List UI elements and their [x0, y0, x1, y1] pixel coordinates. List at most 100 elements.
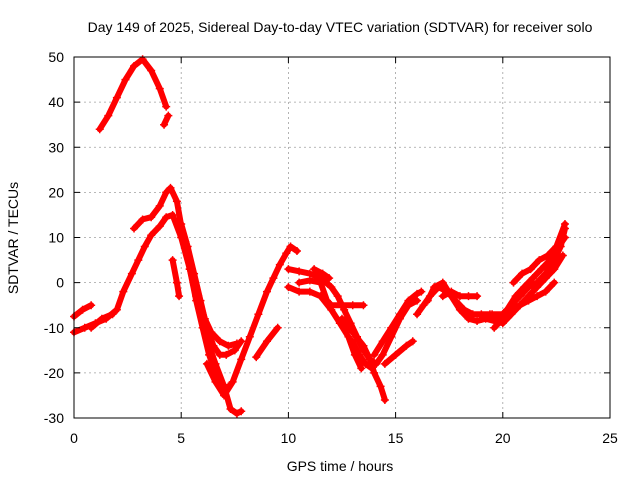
data-point — [78, 305, 87, 314]
data-point — [205, 350, 214, 359]
data-point — [338, 301, 346, 310]
data-point — [97, 314, 106, 323]
data-point — [155, 201, 164, 210]
data-point — [438, 292, 447, 301]
data-point — [541, 269, 550, 278]
data-point — [376, 382, 385, 391]
data-point — [162, 102, 171, 111]
data-point — [528, 274, 537, 283]
data-point — [325, 274, 334, 283]
series-trace — [381, 338, 416, 367]
data-point — [413, 310, 422, 319]
data-point — [357, 364, 366, 373]
series-arc-10 — [202, 242, 301, 400]
data-point — [262, 337, 271, 346]
data-point — [138, 215, 147, 224]
data-point — [370, 350, 379, 359]
data-point — [166, 183, 175, 192]
data-point — [207, 328, 216, 337]
series-trace — [169, 257, 183, 300]
data-point — [177, 219, 186, 228]
data-point — [284, 283, 293, 292]
data-point — [162, 188, 171, 197]
data-point — [202, 359, 211, 368]
data-point — [541, 287, 550, 296]
data-point — [87, 323, 96, 332]
data-point — [526, 265, 535, 274]
series-arc-25 — [509, 219, 569, 287]
data-point — [155, 222, 164, 231]
data-point — [537, 265, 546, 274]
data-point — [228, 377, 237, 386]
y-axis-label: SDTVAR / TECUs — [5, 182, 21, 294]
series-arc-1 — [95, 55, 171, 134]
data-point — [558, 251, 567, 260]
series-arc-16 — [338, 314, 389, 404]
data-point — [232, 409, 241, 418]
data-point — [175, 292, 184, 301]
grid — [74, 57, 610, 418]
data-point — [464, 292, 473, 301]
data-point — [378, 337, 387, 346]
data-point — [220, 391, 229, 400]
data-point — [181, 238, 190, 247]
series-arc-7 — [168, 256, 184, 301]
data-point — [147, 66, 156, 75]
data-point — [423, 296, 432, 305]
data-point — [168, 210, 177, 219]
data-point — [378, 350, 387, 359]
x-tick-label: 5 — [177, 430, 185, 446]
data-point — [140, 242, 149, 251]
data-point — [318, 269, 327, 278]
series-arc-9 — [181, 238, 241, 350]
data-point — [237, 407, 246, 416]
data-point — [168, 256, 177, 265]
data-point — [552, 242, 561, 251]
series-arc-18 — [370, 287, 426, 359]
data-point — [162, 213, 171, 222]
data-point — [305, 269, 314, 278]
y-tick-label: 20 — [48, 184, 64, 200]
data-point — [172, 278, 181, 287]
data-point — [535, 256, 544, 265]
series-trace — [96, 56, 170, 133]
data-point — [104, 111, 113, 120]
data-point — [348, 301, 357, 310]
data-point — [413, 289, 422, 298]
data-point — [359, 301, 368, 310]
series-arc-5 — [87, 310, 117, 332]
data-point — [430, 283, 439, 292]
data-point — [282, 249, 291, 258]
chart-title: Day 149 of 2025, Sidereal Day-to-day VTE… — [88, 19, 593, 35]
data-point — [402, 341, 411, 350]
data-point — [269, 274, 278, 283]
data-point — [455, 305, 464, 314]
data-point — [172, 197, 181, 206]
data-point — [533, 278, 542, 287]
data-point — [380, 395, 389, 404]
data-point — [507, 305, 516, 314]
data-point — [447, 287, 456, 296]
data-point — [147, 231, 156, 240]
y-tick-label: 0 — [56, 275, 64, 291]
data-point — [533, 292, 542, 301]
data-point — [292, 247, 301, 256]
data-point — [112, 93, 121, 102]
data-point — [305, 276, 314, 285]
data-point — [194, 292, 203, 301]
data-point — [560, 219, 569, 228]
data-point — [395, 310, 404, 319]
data-point — [355, 350, 364, 359]
data-point — [305, 287, 314, 296]
series-arc-14 — [295, 276, 368, 310]
data-point — [488, 310, 497, 319]
y-tick-label: -10 — [44, 320, 64, 336]
data-point — [550, 278, 559, 287]
data-point — [121, 75, 130, 84]
data-point — [112, 305, 121, 314]
data-point — [127, 269, 136, 278]
data-point — [284, 265, 293, 274]
data-point — [408, 337, 417, 346]
data-point — [262, 287, 271, 296]
